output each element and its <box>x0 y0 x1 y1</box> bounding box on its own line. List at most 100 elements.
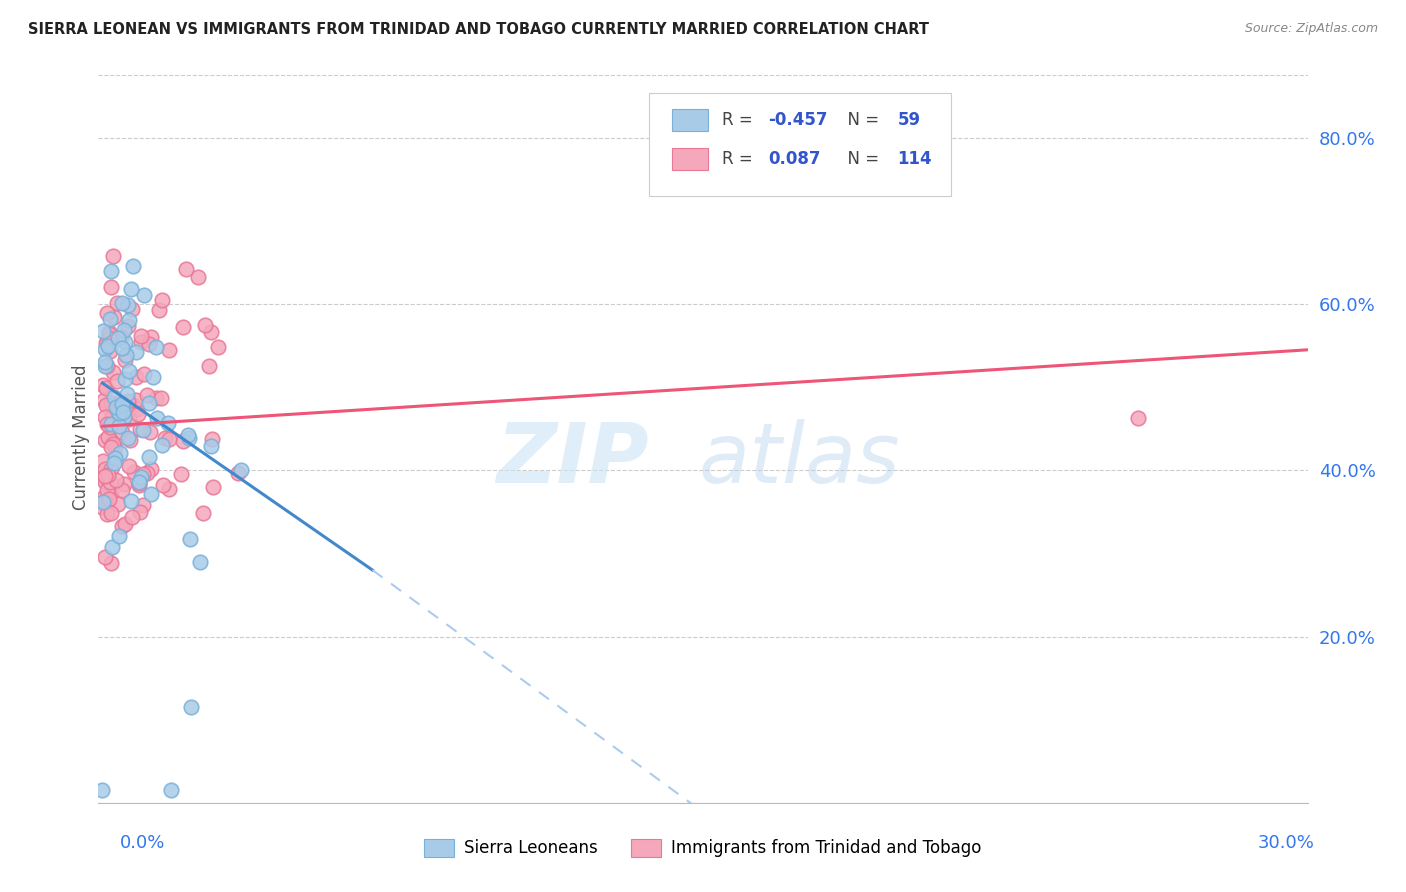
FancyBboxPatch shape <box>672 110 707 131</box>
Point <box>101 541 124 555</box>
Point <box>159 432 181 446</box>
Point <box>117 393 139 408</box>
Point <box>108 406 131 420</box>
Point <box>103 390 125 404</box>
Point <box>1128 411 1150 425</box>
Point <box>97 331 120 345</box>
Point <box>139 425 162 440</box>
Point <box>129 422 152 436</box>
Point <box>105 404 128 418</box>
Point <box>201 432 224 446</box>
Point <box>91 324 114 338</box>
Point <box>100 264 122 278</box>
Point <box>117 431 139 445</box>
Point <box>96 359 118 373</box>
Point <box>111 483 134 498</box>
Point <box>100 506 122 520</box>
Point <box>129 335 152 350</box>
Point <box>114 352 136 367</box>
Point <box>201 480 224 494</box>
Point <box>157 343 180 358</box>
Point <box>94 381 117 395</box>
Point <box>179 431 201 445</box>
Point <box>117 318 139 333</box>
Point <box>138 337 160 351</box>
Text: 30.0%: 30.0% <box>1258 834 1315 852</box>
Point <box>121 398 143 412</box>
Point <box>103 456 125 470</box>
Point <box>98 312 121 326</box>
Point <box>94 359 117 374</box>
Point <box>128 475 150 490</box>
Point <box>136 388 159 402</box>
Point <box>115 348 138 362</box>
Point <box>93 490 115 504</box>
Point <box>121 509 143 524</box>
Point <box>226 466 249 480</box>
Legend: Sierra Leoneans, Immigrants from Trinidad and Tobago: Sierra Leoneans, Immigrants from Trinida… <box>418 832 988 864</box>
Point <box>93 392 115 407</box>
Point <box>96 335 118 350</box>
Point <box>138 396 160 410</box>
Point <box>122 259 145 273</box>
Point <box>93 495 115 509</box>
Point <box>114 335 136 350</box>
Point <box>98 419 121 434</box>
Point <box>111 405 134 419</box>
Point <box>110 330 132 344</box>
Point <box>93 453 115 467</box>
Point <box>108 400 131 414</box>
Point <box>105 400 128 414</box>
Point <box>94 550 117 565</box>
Point <box>118 364 141 378</box>
Point <box>115 387 138 401</box>
Point <box>146 411 169 425</box>
Point <box>124 466 146 480</box>
Text: 0.0%: 0.0% <box>120 834 165 852</box>
Text: atlas: atlas <box>699 418 901 500</box>
Point <box>91 377 114 392</box>
Point <box>118 312 141 326</box>
Point <box>157 482 180 496</box>
Point <box>172 320 194 334</box>
Point <box>117 298 139 312</box>
Point <box>179 532 201 546</box>
Point <box>111 425 134 440</box>
Point <box>131 423 153 437</box>
Point <box>112 409 135 424</box>
Point <box>96 306 118 320</box>
Point <box>138 450 160 464</box>
Point <box>107 331 129 345</box>
Point <box>93 434 115 448</box>
Point <box>107 397 129 411</box>
Point <box>112 477 135 491</box>
Point <box>108 529 131 543</box>
Point <box>187 270 209 285</box>
Point <box>94 398 117 412</box>
Point <box>125 393 148 408</box>
Point <box>100 396 122 410</box>
Text: 114: 114 <box>897 150 932 168</box>
Point <box>97 430 120 444</box>
Point <box>128 505 150 519</box>
Point <box>103 310 125 324</box>
Point <box>145 391 167 405</box>
Point <box>105 296 128 310</box>
Point <box>145 340 167 354</box>
Point <box>104 418 127 433</box>
FancyBboxPatch shape <box>672 148 707 170</box>
Point <box>93 475 115 489</box>
Point <box>200 439 222 453</box>
Point <box>125 401 148 416</box>
Point <box>131 470 153 484</box>
Point <box>98 475 121 489</box>
Text: R =: R = <box>723 150 758 168</box>
Text: N =: N = <box>837 150 884 168</box>
Point <box>97 339 120 353</box>
Point <box>139 329 162 343</box>
Point <box>121 301 143 316</box>
Point <box>97 326 120 341</box>
Point <box>100 344 122 359</box>
Point <box>97 467 120 482</box>
Point <box>101 366 124 380</box>
